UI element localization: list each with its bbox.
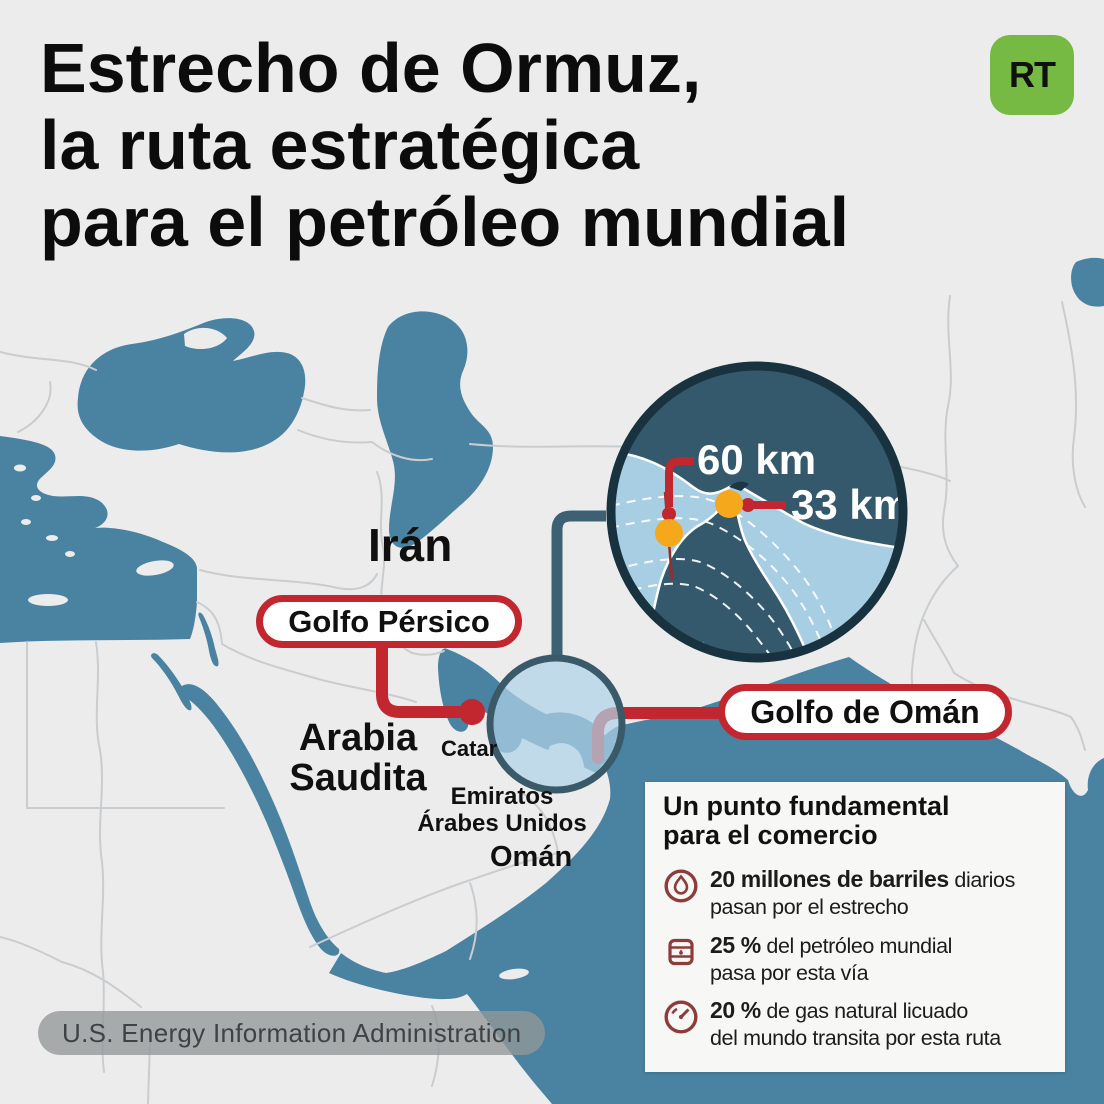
- red-sea: [176, 684, 340, 956]
- gulf-of-aqaba: [198, 612, 219, 667]
- km60-label: 60 km: [697, 436, 816, 483]
- infobox-title: Un punto fundamental para el comercio: [663, 791, 950, 850]
- country-label-qatar: Catar: [441, 736, 498, 761]
- mediterranean-sea: [0, 436, 197, 643]
- trade-infobox: Un punto fundamental para el comercio 20…: [645, 782, 1065, 1072]
- country-label-saudi-arabia: Arabia Saudita: [289, 717, 427, 799]
- source-attribution: U.S. Energy Information Administration: [38, 1011, 546, 1055]
- crimea-peninsula: [184, 327, 227, 350]
- headline-line-1: Estrecho de Ormuz,: [40, 29, 702, 107]
- socotra-island: [499, 968, 529, 980]
- country-label-uae: Emiratos Árabes Unidos: [417, 783, 587, 837]
- detail-connector-line: [551, 510, 606, 656]
- callout-gulf-of-oman: Golfo de Omán: [718, 684, 1012, 740]
- country-label-oman: Omán: [490, 841, 573, 873]
- oil-drop-icon: [663, 868, 699, 904]
- callout-persian-gulf: Golfo Pérsico: [256, 595, 522, 648]
- persian-gulf-callout-line: [376, 648, 485, 725]
- infobox-item-lng: 20 % de gas natural licuado del mundo tr…: [663, 997, 1001, 1052]
- rt-logo-text: RT: [1009, 54, 1056, 95]
- cyprus-island: [136, 560, 174, 576]
- crete-island: [28, 594, 68, 606]
- km33-label: 33 km: [791, 481, 910, 528]
- km33-dot: [741, 498, 755, 512]
- km60-callout-line: [665, 457, 694, 507]
- peninsula-tip-mark: [729, 481, 749, 491]
- headline: Estrecho de Ormuz, la ruta estratégica p…: [40, 30, 849, 261]
- aral-sea-corner: [1071, 257, 1104, 307]
- km60-dot: [662, 507, 676, 521]
- detail-circle-ring: [606, 361, 908, 663]
- infobox-item-barrels: 20 millones de barriles diarios pasan po…: [663, 866, 1015, 921]
- tanker-point-east: [715, 490, 743, 518]
- persian-gulf-marker-dot: [459, 699, 485, 725]
- country-label-iran: Irán: [368, 519, 453, 571]
- black-sea: [77, 318, 306, 453]
- infobox-item-oil-share: 25 % del petróleo mundial pasa por esta …: [663, 932, 952, 987]
- rt-logo: RT: [990, 35, 1074, 115]
- headline-line-2: la ruta estratégica: [40, 106, 640, 184]
- nile-river: [95, 641, 105, 1073]
- barrel-icon: [663, 934, 699, 970]
- gauge-icon: [663, 999, 699, 1035]
- caspian-sea: [377, 311, 493, 548]
- detail-circle: 60 km 33 km: [606, 361, 910, 663]
- gulf-of-suez: [151, 653, 192, 711]
- headline-line-3: para el petróleo mundial: [40, 183, 850, 261]
- strait-highlight-circle: [486, 654, 626, 794]
- tanker-point-west: [655, 519, 683, 547]
